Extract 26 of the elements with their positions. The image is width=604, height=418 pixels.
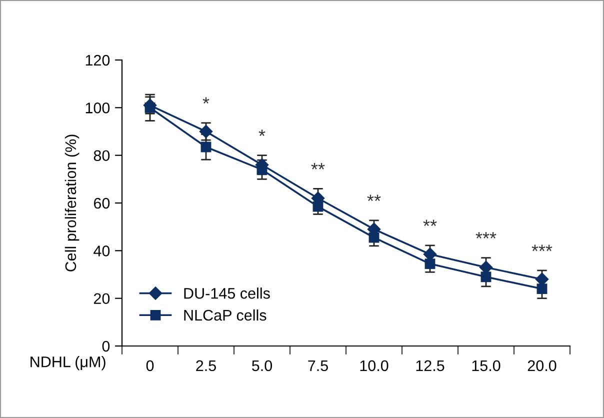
y-tick-label: 60 — [94, 198, 110, 209]
x-tick-label: 5.0 — [252, 360, 272, 372]
annotation: *** — [532, 244, 552, 252]
annotation: * — [202, 97, 210, 104]
annotation: ** — [311, 163, 325, 170]
legend-label: NLCaP cells — [184, 309, 266, 321]
x-tick-label: 12.5 — [416, 360, 444, 372]
y-tick-label: 100 — [86, 102, 110, 114]
x-tick-label: 10.0 — [360, 360, 388, 372]
annotation: ** — [367, 194, 381, 202]
x-tick-label: 7.5 — [308, 360, 328, 372]
y-tick-label: 20 — [94, 293, 110, 304]
annotation: *** — [476, 232, 496, 238]
x-tick-label: 0 — [146, 360, 154, 372]
annotation: * — [258, 130, 266, 136]
y-tick-label: 40 — [94, 246, 110, 256]
y-axis-title: Cell proliferation (%) — [64, 134, 80, 272]
x-tick-label: 2.5 — [196, 360, 216, 372]
y-tick-label: 80 — [94, 150, 110, 162]
x-tick-label: 20.0 — [528, 360, 556, 372]
x-axis-title: NDHL (μM) — [30, 356, 106, 370]
annotation: ** — [423, 220, 437, 226]
legend-label: DU-145 cells — [184, 288, 270, 299]
y-tick-label: 0 — [102, 340, 110, 352]
x-tick-label: 15.0 — [472, 360, 500, 372]
y-tick-label: 120 — [86, 54, 110, 66]
